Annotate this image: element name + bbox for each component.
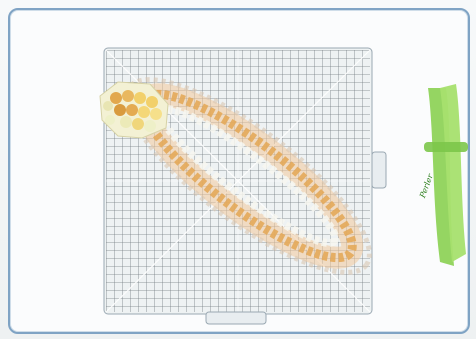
tweezers [424,84,468,266]
board-clip-bottom [205,311,267,325]
board-clip-right [371,151,387,189]
board-brand-label [214,72,262,82]
bead-pile [99,81,169,139]
